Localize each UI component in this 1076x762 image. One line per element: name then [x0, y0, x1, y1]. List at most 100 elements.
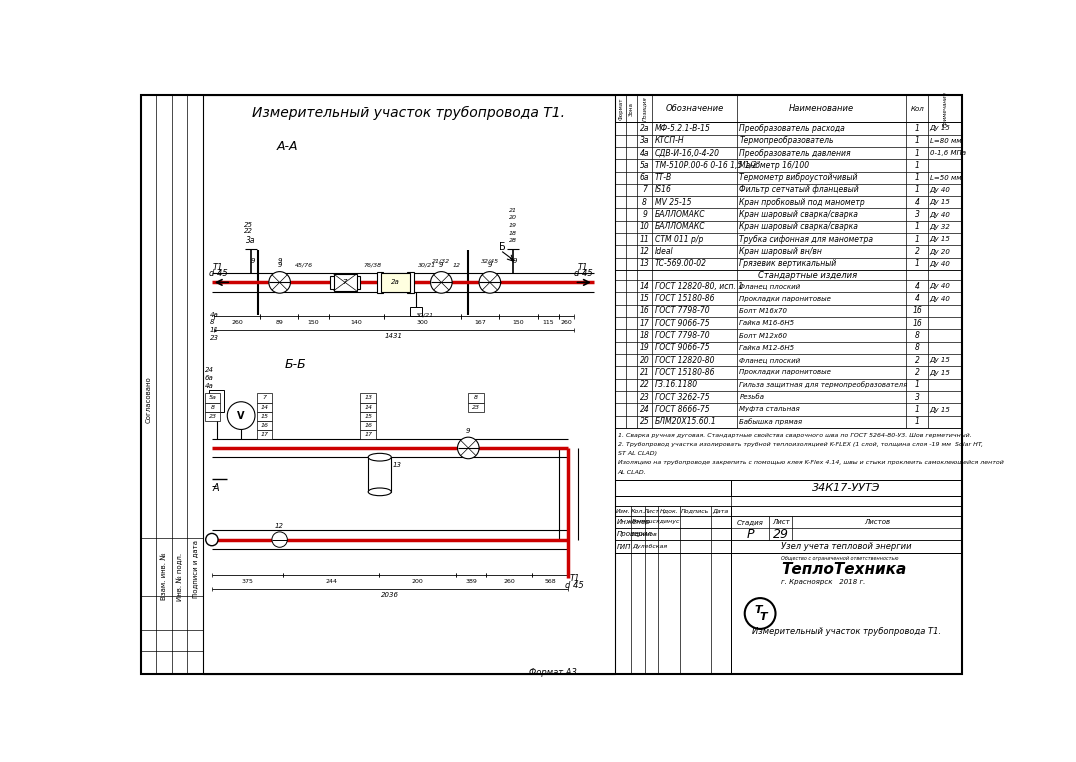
- Text: Изм.: Изм.: [615, 508, 631, 514]
- Bar: [204, 402, 221, 411]
- Text: 300: 300: [416, 320, 428, 325]
- Text: Общество с ограниченной ответственностью: Общество с ограниченной ответственностью: [781, 556, 898, 562]
- Text: 9: 9: [251, 258, 255, 264]
- Bar: [334, 274, 356, 291]
- Text: Фланец плоский: Фланец плоский: [739, 357, 801, 363]
- Text: ТеплоТехника: ТеплоТехника: [781, 562, 906, 577]
- Text: 10: 10: [640, 223, 650, 232]
- Text: ГОСТ 9066-75: ГОСТ 9066-75: [654, 344, 709, 352]
- Text: Ду 40: Ду 40: [930, 212, 950, 218]
- Text: 18: 18: [640, 331, 650, 340]
- Text: ГИП: ГИП: [617, 543, 632, 549]
- Text: 13: 13: [364, 395, 372, 400]
- Text: БАЛЛОМАКС: БАЛЛОМАКС: [654, 210, 705, 219]
- Bar: [360, 431, 376, 440]
- Bar: [615, 540, 731, 552]
- Text: Т: Т: [754, 606, 762, 616]
- Text: 16: 16: [912, 306, 922, 315]
- Text: Ду 15: Ду 15: [930, 370, 950, 376]
- Text: 16: 16: [364, 423, 372, 428]
- Text: Преобразователь расхода: Преобразователь расхода: [739, 124, 845, 133]
- Text: ГОСТ 7798-70: ГОСТ 7798-70: [654, 306, 709, 315]
- Text: 4а: 4а: [210, 312, 218, 318]
- Text: 2а: 2а: [640, 124, 650, 133]
- Bar: [615, 95, 962, 122]
- Text: 28: 28: [509, 239, 516, 243]
- Text: 4а: 4а: [204, 383, 214, 389]
- Circle shape: [457, 437, 479, 459]
- Text: 30/21: 30/21: [416, 312, 435, 317]
- Text: Подписи и дата: Подписи и дата: [192, 539, 198, 598]
- Text: 14: 14: [640, 282, 650, 291]
- Text: Г3.16.1180: Г3.16.1180: [654, 380, 697, 389]
- Text: 12: 12: [640, 247, 650, 256]
- Text: d 45: d 45: [574, 270, 593, 278]
- Text: Ideal: Ideal: [654, 247, 674, 256]
- Text: Наименование: Наименование: [789, 104, 854, 114]
- Text: Муфта стальная: Муфта стальная: [739, 406, 801, 412]
- Bar: [256, 402, 272, 411]
- Text: Ефимов: Ефимов: [633, 532, 659, 536]
- Text: 13: 13: [392, 462, 401, 468]
- Text: 4: 4: [915, 294, 920, 303]
- Text: 5а: 5а: [640, 161, 650, 170]
- Text: ГОСТ 12820-80: ГОСТ 12820-80: [654, 356, 714, 365]
- Text: Термопреобразователь: Термопреобразователь: [739, 136, 834, 146]
- Text: 167: 167: [473, 320, 485, 325]
- Text: Фильтр сетчатый фланцевый: Фильтр сетчатый фланцевый: [739, 185, 859, 194]
- Text: Примечание: Примечание: [943, 91, 948, 126]
- Text: 17: 17: [260, 432, 268, 437]
- Text: Дулебская: Дулебская: [633, 544, 667, 549]
- Text: d 45: d 45: [565, 581, 584, 591]
- Text: СТМ 011 р/р: СТМ 011 р/р: [654, 235, 703, 244]
- Text: L=50 мм: L=50 мм: [930, 174, 961, 181]
- Text: 9: 9: [278, 258, 282, 264]
- Text: 15: 15: [260, 414, 268, 419]
- Text: 8: 8: [915, 331, 920, 340]
- Bar: [329, 277, 336, 289]
- Bar: [731, 516, 962, 540]
- Circle shape: [227, 402, 255, 430]
- Text: Ду 40: Ду 40: [930, 283, 950, 290]
- Text: 260: 260: [504, 578, 515, 584]
- Bar: [256, 393, 272, 402]
- Text: Грязевик вертикальный: Грязевик вертикальный: [739, 259, 836, 268]
- Text: ГОСТ 15180-86: ГОСТ 15180-86: [654, 294, 714, 303]
- Text: 568: 568: [544, 578, 556, 584]
- Text: Фланец плоский: Фланец плоский: [739, 283, 801, 290]
- Text: 1: 1: [915, 223, 920, 232]
- Text: 3а: 3а: [246, 236, 256, 245]
- Circle shape: [269, 271, 291, 293]
- Text: 7: 7: [343, 280, 348, 286]
- Text: Р: Р: [747, 528, 754, 541]
- Bar: [377, 271, 383, 293]
- Text: 4: 4: [915, 282, 920, 291]
- Text: Взам. инв. №: Взам. инв. №: [161, 552, 167, 600]
- Text: 9: 9: [487, 262, 492, 268]
- Text: IS16: IS16: [654, 185, 671, 194]
- Text: 2: 2: [915, 247, 920, 256]
- Text: 2: 2: [915, 356, 920, 365]
- Text: 14: 14: [260, 405, 268, 410]
- Text: 2. Трубопровод участка изолировать трубной теплоизоляцией K-FLEX (1 слой, толщин: 2. Трубопровод участка изолировать трубн…: [618, 442, 982, 447]
- Text: 11: 11: [640, 235, 650, 244]
- Text: Инв. № подл.: Инв. № подл.: [176, 552, 183, 600]
- Text: Зона: Зона: [629, 102, 634, 116]
- Bar: [209, 390, 224, 411]
- Text: 18: 18: [509, 231, 516, 235]
- Bar: [408, 271, 413, 293]
- Text: Кран шаровый сварка/сварка: Кран шаровый сварка/сварка: [739, 223, 859, 232]
- Text: Ду 15: Ду 15: [930, 199, 950, 206]
- Text: 1: 1: [915, 173, 920, 182]
- Text: Изоляцию на трубопроводе закрепить с помощью клея K-Flex 4.14, швы и стыки прокл: Изоляцию на трубопроводе закрепить с пом…: [618, 460, 1004, 466]
- Text: 1: 1: [915, 405, 920, 414]
- Text: T1: T1: [213, 262, 224, 271]
- Text: 150: 150: [308, 320, 320, 325]
- Text: 23: 23: [210, 335, 218, 341]
- Text: 8: 8: [475, 395, 478, 400]
- Text: Лист: Лист: [773, 519, 790, 525]
- Circle shape: [206, 533, 218, 546]
- Text: Гайка М16-6Н5: Гайка М16-6Н5: [739, 320, 794, 326]
- Bar: [615, 496, 962, 507]
- Text: 7: 7: [642, 185, 647, 194]
